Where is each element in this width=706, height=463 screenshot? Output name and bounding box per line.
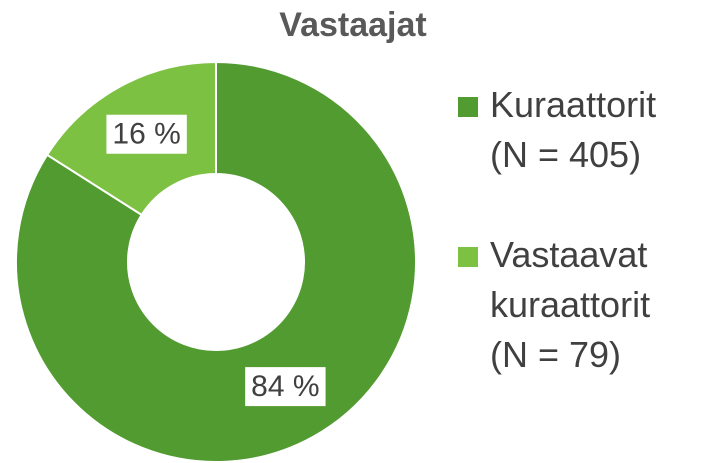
legend-entry: Vastaavat kuraattorit (N = 79) [458,230,698,380]
data-label-box [106,114,187,154]
legend-label: Vastaavat kuraattorit (N = 79) [490,234,651,375]
data-label-box [245,367,326,407]
donut-slice [15,60,417,463]
legend-swatch [458,97,478,117]
data-label: 16 % [112,118,180,151]
legend-swatch [458,247,478,267]
legend-entry: Kuraattorit (N = 405) [458,80,698,180]
legend-label: Kuraattorit (N = 405) [490,84,657,175]
data-label: 84 % [251,370,319,403]
chart-title: Vastaajat [279,6,427,44]
